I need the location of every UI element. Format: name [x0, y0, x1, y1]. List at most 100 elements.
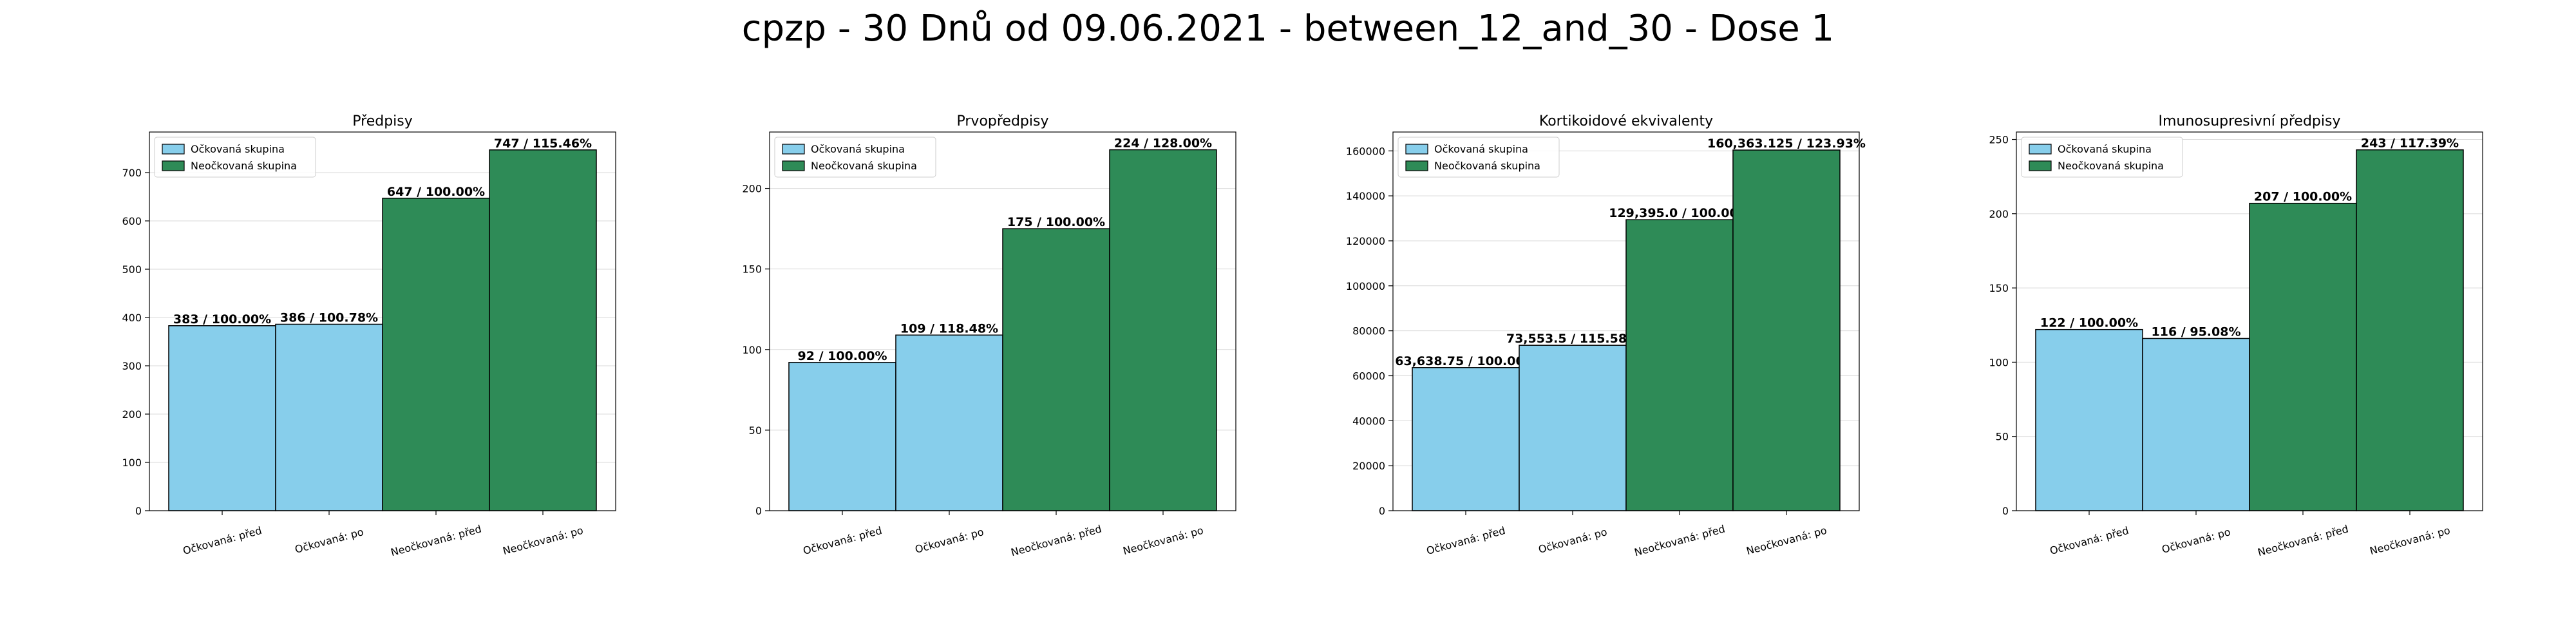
y-tick-label: 160000 [1346, 145, 1385, 157]
legend-box [154, 137, 316, 178]
y-tick-label: 150 [742, 263, 762, 276]
y-tick-label: 250 [1989, 134, 2009, 146]
chart-corticoid-equivalents: Kortikoidové ekvivalenty 0 20000 40000 60000… [1346, 113, 1866, 559]
bar [895, 334, 1003, 511]
legend-label: Neočkovaná skupina [1434, 160, 1540, 172]
x-tick-label: Očkovaná: před [2049, 524, 2130, 557]
x-tick-label: Očkovaná: před [802, 524, 884, 557]
legend-label: Neočkovaná skupina [191, 160, 297, 172]
x-tick-label: Neočkovaná: po [502, 524, 585, 558]
y-tick-label: 50 [749, 424, 762, 437]
legend-swatch [782, 160, 805, 171]
bar-value-label: 109 / 118.48% [900, 321, 998, 336]
y-tick-label: 200 [1989, 208, 2009, 220]
chart-title: Prvopředpisy [957, 113, 1049, 129]
y-tick-label: 80000 [1352, 325, 1385, 337]
chart-title: Předpisy [352, 113, 413, 129]
y-tick-label: 0 [1379, 505, 1385, 517]
bar [2035, 328, 2143, 511]
axes-frame [149, 131, 616, 511]
legend-swatch [1405, 160, 1428, 171]
bar [1002, 228, 1110, 511]
y-tick-label: 400 [122, 312, 142, 324]
y-tick-label: 120000 [1346, 235, 1385, 247]
bar [2142, 337, 2250, 511]
legend-swatch [1405, 144, 1428, 155]
y-tick-label: 0 [135, 505, 142, 517]
legend-swatch [782, 144, 805, 155]
x-tick-label: Neočkovaná: před [2257, 523, 2350, 559]
x-tick-label: Očkovaná: po [914, 526, 985, 556]
x-tick-label: Neočkovaná: po [1122, 524, 1205, 558]
y-tick-label: 600 [122, 215, 142, 227]
y-tick-label: 0 [2002, 505, 2009, 517]
x-tick-label: Očkovaná: po [2161, 526, 2232, 556]
x-tick-label: Neočkovaná: po [2369, 524, 2452, 558]
legend-label: Neočkovaná skupina [811, 160, 917, 172]
bar-value-label: 116 / 95.08% [2152, 325, 2241, 339]
y-tick-label: 100000 [1346, 280, 1385, 292]
y-tick-label: 140000 [1346, 190, 1385, 202]
y-tick-label: 40000 [1352, 415, 1385, 427]
legend-swatch [2029, 160, 2052, 171]
chart-title: Kortikoidové ekvivalenty [1539, 113, 1713, 129]
y-tick-label: 150 [1989, 282, 2009, 294]
x-tick-label: Neočkovaná: po [1745, 524, 1828, 558]
y-tick-label: 300 [122, 360, 142, 372]
y-tick-label: 200 [742, 183, 762, 195]
legend-label: Očkovaná skupina [2058, 143, 2152, 155]
bar-value-label: 129,395.0 / 100.00% [1609, 206, 1750, 220]
axes-frame [1392, 131, 1860, 511]
bar-value-label: 386 / 100.78% [280, 311, 378, 325]
bar-value-label: 92 / 100.00% [798, 349, 887, 363]
bar-value-label: 207 / 100.00% [2254, 190, 2352, 204]
legend-label: Očkovaná skupina [1434, 143, 1528, 155]
bar [382, 198, 490, 511]
legend-box [1397, 137, 1560, 178]
x-tick-label: Neočkovaná: před [1633, 523, 1727, 559]
y-tick-label: 0 [755, 505, 762, 517]
axes-frame [769, 131, 1236, 511]
bar-value-label: 243 / 117.39% [2361, 137, 2459, 151]
legend-box [774, 137, 936, 178]
legend-swatch [162, 160, 185, 171]
legend-label: Neočkovaná skupina [2058, 160, 2164, 172]
axes-frame [2016, 131, 2483, 511]
y-tick-label: 100 [1989, 356, 2009, 368]
chart-title: Imunosupresivní předpisy [2159, 113, 2341, 129]
chart-prescriptions: Předpisy 0 100 200 300 400 500 600 700 383 / 100.… [122, 113, 616, 559]
legend-swatch [162, 144, 185, 155]
bar-value-label: 747 / 115.46% [494, 137, 592, 151]
y-tick-label: 500 [122, 263, 142, 276]
bar [1519, 345, 1627, 511]
y-tick-label: 100 [742, 344, 762, 356]
bar [1732, 149, 1841, 511]
y-tick-label: 700 [122, 167, 142, 179]
figure-title: cpzp - 30 Dnů od 09.06.2021 - between_12… [741, 8, 1835, 50]
bar-value-label: 63,638.75 / 100.00% [1395, 354, 1537, 368]
x-tick-label: Neočkovaná: před [390, 523, 483, 559]
y-tick-label: 100 [122, 457, 142, 469]
bar-value-label: 175 / 100.00% [1007, 215, 1105, 229]
y-tick-label: 50 [1996, 431, 2009, 443]
bar [1625, 219, 1734, 511]
bar-value-label: 383 / 100.00% [173, 312, 271, 327]
bar-value-label: 122 / 100.00% [2040, 316, 2138, 330]
legend-box [2021, 137, 2183, 178]
bar [489, 149, 597, 511]
x-tick-label: Očkovaná: před [182, 524, 263, 557]
bar [2356, 149, 2464, 511]
chart-immunosuppressive-prescriptions: Imunosupresivní předpisy 0 50 100 150 200 250 1… [1989, 113, 2483, 559]
x-tick-label: Očkovaná: po [294, 526, 365, 556]
bar [788, 362, 896, 511]
bar-value-label: 647 / 100.00% [387, 185, 485, 199]
legend-label: Očkovaná skupina [811, 143, 905, 155]
bar [1412, 367, 1520, 511]
x-tick-label: Očkovaná: po [1537, 526, 1609, 556]
bar-value-label: 73,553.5 / 115.58% [1506, 332, 1639, 346]
y-tick-label: 60000 [1352, 370, 1385, 382]
bar-value-label: 224 / 128.00% [1114, 137, 1212, 151]
bar-value-label: 160,363.125 / 123.93% [1707, 137, 1866, 151]
y-tick-label: 20000 [1352, 460, 1385, 472]
bar [168, 325, 276, 511]
